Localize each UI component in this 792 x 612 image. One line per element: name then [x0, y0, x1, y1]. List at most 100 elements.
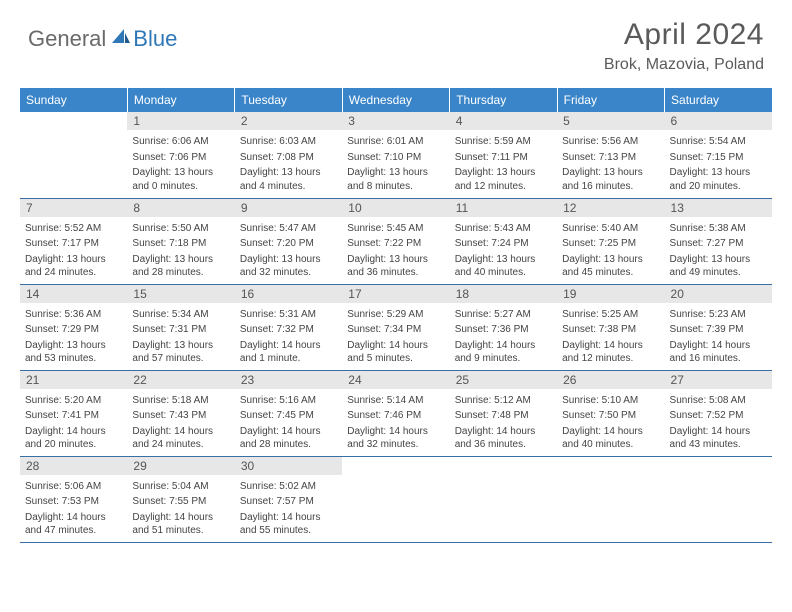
daylight-text: Daylight: 14 hours and 20 minutes. — [25, 425, 122, 452]
location-label: Brok, Mazovia, Poland — [604, 56, 764, 74]
sunrise-text: Sunrise: 5:04 AM — [132, 480, 229, 494]
sunset-text: Sunset: 7:13 PM — [562, 151, 659, 165]
day-number: 15 — [127, 285, 234, 303]
calendar-cell: 27Sunrise: 5:08 AMSunset: 7:52 PMDayligh… — [665, 370, 772, 456]
day-details: Sunrise: 5:47 AMSunset: 7:20 PMDaylight:… — [235, 217, 342, 284]
daylight-text: Daylight: 13 hours and 57 minutes. — [132, 339, 229, 366]
day-header: Tuesday — [235, 88, 342, 112]
calendar-cell: 29Sunrise: 5:04 AMSunset: 7:55 PMDayligh… — [127, 456, 234, 542]
calendar-cell: 15Sunrise: 5:34 AMSunset: 7:31 PMDayligh… — [127, 284, 234, 370]
sunset-text: Sunset: 7:39 PM — [670, 323, 767, 337]
day-number: 17 — [342, 285, 449, 303]
calendar-cell: 9Sunrise: 5:47 AMSunset: 7:20 PMDaylight… — [235, 198, 342, 284]
sunrise-text: Sunrise: 5:16 AM — [240, 394, 337, 408]
day-header: Monday — [127, 88, 234, 112]
sunrise-text: Sunrise: 5:12 AM — [455, 394, 552, 408]
sunset-text: Sunset: 7:10 PM — [347, 151, 444, 165]
sunrise-text: Sunrise: 5:38 AM — [670, 222, 767, 236]
day-details: Sunrise: 5:56 AMSunset: 7:13 PMDaylight:… — [557, 130, 664, 197]
sunset-text: Sunset: 7:22 PM — [347, 237, 444, 251]
sunset-text: Sunset: 7:41 PM — [25, 409, 122, 423]
calendar-cell — [557, 456, 664, 542]
sunset-text: Sunset: 7:38 PM — [562, 323, 659, 337]
day-details: Sunrise: 5:45 AMSunset: 7:22 PMDaylight:… — [342, 217, 449, 284]
day-number: 19 — [557, 285, 664, 303]
sunrise-text: Sunrise: 6:03 AM — [240, 135, 337, 149]
calendar-cell: 20Sunrise: 5:23 AMSunset: 7:39 PMDayligh… — [665, 284, 772, 370]
sunset-text: Sunset: 7:43 PM — [132, 409, 229, 423]
sunrise-text: Sunrise: 5:06 AM — [25, 480, 122, 494]
sunrise-text: Sunrise: 6:01 AM — [347, 135, 444, 149]
daylight-text: Daylight: 14 hours and 28 minutes. — [240, 425, 337, 452]
calendar-cell: 18Sunrise: 5:27 AMSunset: 7:36 PMDayligh… — [450, 284, 557, 370]
day-details: Sunrise: 5:25 AMSunset: 7:38 PMDaylight:… — [557, 303, 664, 370]
day-number: 20 — [665, 285, 772, 303]
sunrise-text: Sunrise: 5:36 AM — [25, 308, 122, 322]
calendar-table: SundayMondayTuesdayWednesdayThursdayFrid… — [20, 88, 772, 543]
sunset-text: Sunset: 7:57 PM — [240, 495, 337, 509]
sunrise-text: Sunrise: 5:34 AM — [132, 308, 229, 322]
day-number: 13 — [665, 199, 772, 217]
sunset-text: Sunset: 7:06 PM — [132, 151, 229, 165]
sunrise-text: Sunrise: 5:52 AM — [25, 222, 122, 236]
daylight-text: Daylight: 13 hours and 28 minutes. — [132, 253, 229, 280]
daylight-text: Daylight: 14 hours and 1 minute. — [240, 339, 337, 366]
calendar-cell: 30Sunrise: 5:02 AMSunset: 7:57 PMDayligh… — [235, 456, 342, 542]
sunset-text: Sunset: 7:48 PM — [455, 409, 552, 423]
day-details: Sunrise: 5:59 AMSunset: 7:11 PMDaylight:… — [450, 130, 557, 197]
sunset-text: Sunset: 7:20 PM — [240, 237, 337, 251]
day-number: 8 — [127, 199, 234, 217]
sunset-text: Sunset: 7:15 PM — [670, 151, 767, 165]
sunrise-text: Sunrise: 5:25 AM — [562, 308, 659, 322]
daylight-text: Daylight: 14 hours and 51 minutes. — [132, 511, 229, 538]
day-header: Thursday — [450, 88, 557, 112]
calendar-cell: 1Sunrise: 6:06 AMSunset: 7:06 PMDaylight… — [127, 112, 234, 198]
daylight-text: Daylight: 13 hours and 53 minutes. — [25, 339, 122, 366]
day-number: 30 — [235, 457, 342, 475]
sunrise-text: Sunrise: 5:31 AM — [240, 308, 337, 322]
sunrise-text: Sunrise: 5:20 AM — [25, 394, 122, 408]
day-number: 4 — [450, 112, 557, 130]
sunset-text: Sunset: 7:25 PM — [562, 237, 659, 251]
day-details: Sunrise: 5:31 AMSunset: 7:32 PMDaylight:… — [235, 303, 342, 370]
daylight-text: Daylight: 14 hours and 5 minutes. — [347, 339, 444, 366]
sunrise-text: Sunrise: 5:29 AM — [347, 308, 444, 322]
day-details: Sunrise: 5:29 AMSunset: 7:34 PM Daylight:… — [342, 303, 449, 370]
day-number: 12 — [557, 199, 664, 217]
day-number: 14 — [20, 285, 127, 303]
sunrise-text: Sunrise: 5:10 AM — [562, 394, 659, 408]
calendar-week-row: 7Sunrise: 5:52 AMSunset: 7:17 PMDaylight… — [20, 198, 772, 284]
day-details: Sunrise: 5:50 AMSunset: 7:18 PMDaylight:… — [127, 217, 234, 284]
day-number: 5 — [557, 112, 664, 130]
day-details: Sunrise: 5:12 AMSunset: 7:48 PMDaylight:… — [450, 389, 557, 456]
day-details: Sunrise: 5:02 AMSunset: 7:57 PMDaylight:… — [235, 475, 342, 542]
day-number: 7 — [20, 199, 127, 217]
calendar-cell — [665, 456, 772, 542]
day-details: Sunrise: 5:14 AMSunset: 7:46 PMDaylight:… — [342, 389, 449, 456]
calendar-cell: 3Sunrise: 6:01 AMSunset: 7:10 PMDaylight… — [342, 112, 449, 198]
sunrise-text: Sunrise: 5:23 AM — [670, 308, 767, 322]
sunrise-text: Sunrise: 5:02 AM — [240, 480, 337, 494]
calendar-cell: 2Sunrise: 6:03 AMSunset: 7:08 PMDaylight… — [235, 112, 342, 198]
sunset-text: Sunset: 7:50 PM — [562, 409, 659, 423]
day-details: Sunrise: 6:01 AM Sunset: 7:10 PMDaylight:… — [342, 130, 449, 197]
day-details: Sunrise: 5:08 AMSunset: 7:52 PMDaylight:… — [665, 389, 772, 456]
day-details: Sunrise: 5:27 AMSunset: 7:36 PMDaylight:… — [450, 303, 557, 370]
logo-text-general: General — [28, 26, 106, 52]
daylight-text: Daylight: 14 hours and 47 minutes. — [25, 511, 122, 538]
day-details: Sunrise: 5:38 AMSunset: 7:27 PMDaylight:… — [665, 217, 772, 284]
daylight-text: Daylight: 14 hours and 43 minutes. — [670, 425, 767, 452]
day-details: Sunrise: 5:10 AMSunset: 7:50 PMDaylight:… — [557, 389, 664, 456]
calendar-cell — [20, 112, 127, 198]
daylight-text: Daylight: 13 hours and 49 minutes. — [670, 253, 767, 280]
day-number: 25 — [450, 371, 557, 389]
day-header: Wednesday — [342, 88, 449, 112]
day-details: Sunrise: 5:40 AMSunset: 7:25 PMDaylight:… — [557, 217, 664, 284]
day-details: Sunrise: 5:23 AMSunset: 7:39 PMDaylight:… — [665, 303, 772, 370]
daylight-text: Daylight: 13 hours and 40 minutes. — [455, 253, 552, 280]
sunset-text: Sunset: 7:18 PM — [132, 237, 229, 251]
daylight-text: Daylight: 13 hours and 8 minutes. — [347, 166, 444, 193]
day-number: 28 — [20, 457, 127, 475]
day-details: Sunrise: 5:43 AMSunset: 7:24 PMDaylight:… — [450, 217, 557, 284]
sunset-text: Sunset: 7:34 PM — [347, 323, 444, 337]
